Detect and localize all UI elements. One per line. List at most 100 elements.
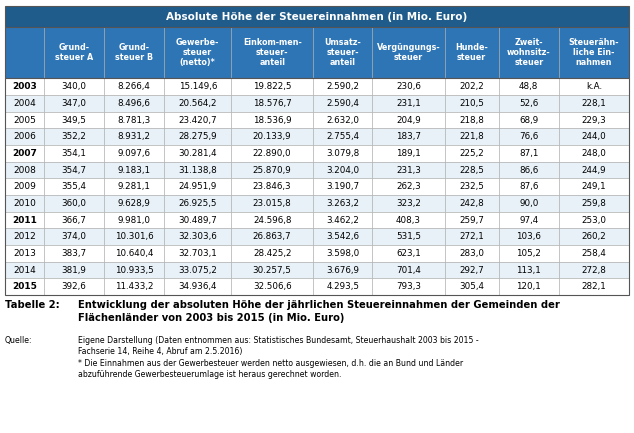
Text: Absolute Höhe der Steuereinnahmen (in Mio. Euro): Absolute Höhe der Steuereinnahmen (in Mi… xyxy=(166,12,468,22)
Bar xyxy=(164,145,231,162)
Text: 355,4: 355,4 xyxy=(61,182,87,191)
Bar xyxy=(164,245,231,262)
Text: 272,8: 272,8 xyxy=(581,265,606,275)
Bar xyxy=(313,162,372,178)
Bar xyxy=(44,278,104,295)
Bar xyxy=(104,162,164,178)
Text: 340,0: 340,0 xyxy=(61,82,87,91)
Bar xyxy=(559,95,629,112)
Bar xyxy=(499,27,559,78)
Bar xyxy=(231,162,313,178)
Bar xyxy=(5,212,44,229)
Text: 20.564,2: 20.564,2 xyxy=(179,99,217,108)
Text: 10.301,6: 10.301,6 xyxy=(115,232,153,241)
Text: 228,1: 228,1 xyxy=(581,99,606,108)
Text: 10.933,5: 10.933,5 xyxy=(115,265,153,275)
Text: Quelle:: Quelle: xyxy=(5,336,32,345)
Bar xyxy=(499,112,559,128)
Text: 3.079,8: 3.079,8 xyxy=(326,149,359,158)
Bar xyxy=(444,245,499,262)
Text: 531,5: 531,5 xyxy=(396,232,421,241)
Text: 3.676,9: 3.676,9 xyxy=(326,265,359,275)
Bar xyxy=(372,145,444,162)
Text: 105,2: 105,2 xyxy=(516,249,541,258)
Text: 87,6: 87,6 xyxy=(519,182,538,191)
Bar xyxy=(104,27,164,78)
Text: 282,1: 282,1 xyxy=(581,282,606,291)
Bar xyxy=(44,27,104,78)
Bar xyxy=(372,278,444,295)
Text: 2015: 2015 xyxy=(12,282,37,291)
Bar xyxy=(164,278,231,295)
Text: 260,2: 260,2 xyxy=(581,232,606,241)
Text: 242,8: 242,8 xyxy=(459,199,484,208)
Text: 11.433,2: 11.433,2 xyxy=(115,282,153,291)
Bar xyxy=(164,262,231,278)
Text: 32.506,6: 32.506,6 xyxy=(253,282,292,291)
Bar xyxy=(104,95,164,112)
Text: 383,7: 383,7 xyxy=(61,249,87,258)
Text: 249,1: 249,1 xyxy=(581,182,606,191)
Bar xyxy=(164,212,231,229)
Text: 23.846,3: 23.846,3 xyxy=(253,182,292,191)
Text: 2014: 2014 xyxy=(13,265,36,275)
Bar xyxy=(231,145,313,162)
Text: 2.590,2: 2.590,2 xyxy=(326,82,359,91)
Bar xyxy=(499,262,559,278)
Text: 374,0: 374,0 xyxy=(61,232,87,241)
Bar xyxy=(164,78,231,95)
Text: 210,5: 210,5 xyxy=(459,99,484,108)
Text: Einkom-men-
steuer-
anteil: Einkom-men- steuer- anteil xyxy=(243,38,302,68)
Text: 22.890,0: 22.890,0 xyxy=(253,149,292,158)
Bar xyxy=(231,128,313,145)
Text: 9.097,6: 9.097,6 xyxy=(118,149,151,158)
Text: 120,1: 120,1 xyxy=(517,282,541,291)
Bar xyxy=(44,178,104,195)
Bar xyxy=(499,278,559,295)
Bar xyxy=(313,78,372,95)
Text: 23.420,7: 23.420,7 xyxy=(178,116,217,125)
Text: 18.536,9: 18.536,9 xyxy=(253,116,292,125)
Bar xyxy=(372,162,444,178)
Text: 87,1: 87,1 xyxy=(519,149,538,158)
Text: 232,5: 232,5 xyxy=(459,182,484,191)
Bar xyxy=(5,178,44,195)
Bar xyxy=(499,95,559,112)
Text: 204,9: 204,9 xyxy=(396,116,421,125)
Text: 19.822,5: 19.822,5 xyxy=(253,82,292,91)
Text: 231,3: 231,3 xyxy=(396,165,421,174)
Text: 3.190,7: 3.190,7 xyxy=(326,182,359,191)
Bar xyxy=(164,162,231,178)
Bar xyxy=(104,78,164,95)
Text: 9.281,1: 9.281,1 xyxy=(118,182,150,191)
Text: 189,1: 189,1 xyxy=(396,149,421,158)
Text: 283,0: 283,0 xyxy=(459,249,484,258)
Bar xyxy=(559,245,629,262)
Bar xyxy=(372,95,444,112)
Text: Entwicklung der absoluten Höhe der jährlichen Steuereinnahmen der Gemeinden der
: Entwicklung der absoluten Höhe der jährl… xyxy=(78,301,560,323)
Bar xyxy=(164,27,231,78)
Text: 3.204,0: 3.204,0 xyxy=(326,165,359,174)
Text: 26.863,7: 26.863,7 xyxy=(253,232,292,241)
Bar xyxy=(444,162,499,178)
Bar xyxy=(313,27,372,78)
Bar xyxy=(104,145,164,162)
Text: 4.293,5: 4.293,5 xyxy=(326,282,359,291)
Text: 3.263,2: 3.263,2 xyxy=(326,199,359,208)
Text: 18.576,7: 18.576,7 xyxy=(253,99,292,108)
Bar xyxy=(164,128,231,145)
Text: 793,3: 793,3 xyxy=(396,282,421,291)
Text: 2009: 2009 xyxy=(13,182,36,191)
Bar xyxy=(559,195,629,212)
Text: Vergüngungs-
steuer: Vergüngungs- steuer xyxy=(377,43,440,62)
Bar xyxy=(372,195,444,212)
Bar xyxy=(44,229,104,245)
Text: 323,2: 323,2 xyxy=(396,199,421,208)
Bar xyxy=(372,27,444,78)
Bar xyxy=(231,112,313,128)
Bar xyxy=(313,178,372,195)
Text: 2003: 2003 xyxy=(12,82,37,91)
Text: 2.632,0: 2.632,0 xyxy=(326,116,359,125)
Text: 701,4: 701,4 xyxy=(396,265,421,275)
Text: 623,1: 623,1 xyxy=(396,249,421,258)
